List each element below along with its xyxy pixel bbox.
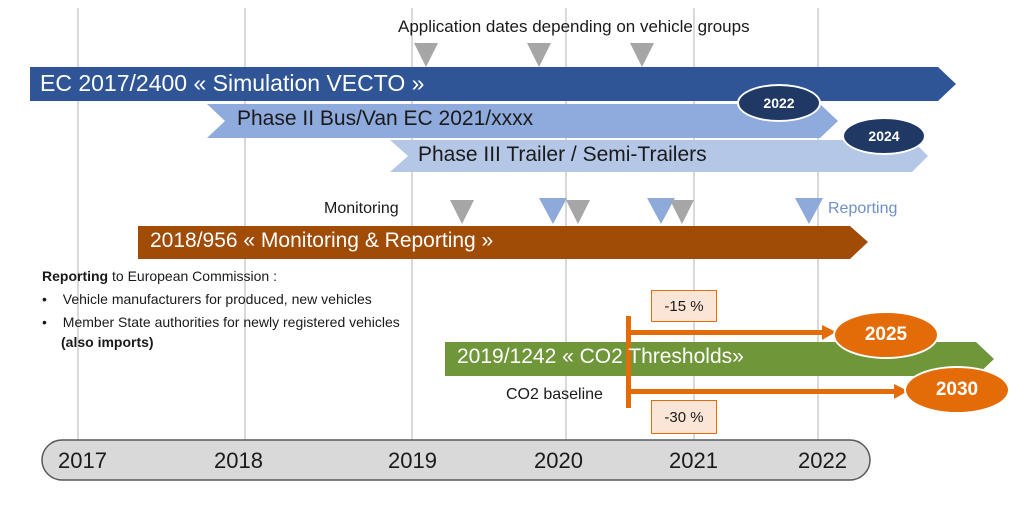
co2-regulation-label: 2019/1242 « CO2 Thresholds» [457, 345, 744, 368]
reporting-note-bold: Reporting [42, 268, 109, 284]
year-label-2022: 2022 [798, 448, 847, 473]
reporting-label: Reporting [828, 200, 898, 217]
timeline-axis [41, 439, 871, 481]
application-dates-label: Application dates depending on vehicle g… [398, 17, 750, 36]
year-label-2020: 2020 [534, 448, 583, 473]
phase2-label: Phase II Bus/Van EC 2021/xxxx [237, 107, 534, 130]
phase2-arrow [207, 104, 838, 138]
reporting-note-title: Reporting to European Commission : [42, 268, 277, 284]
target-2030-arrow-head [894, 384, 908, 399]
application-date-marker [414, 43, 438, 67]
monitoring-marker [566, 200, 590, 224]
vecto-arrow [30, 67, 956, 101]
bullet-text: Vehicle manufacturers for produced, new … [62, 291, 372, 307]
target-2025-badge: 2025 [833, 311, 939, 359]
reporting-marker [795, 198, 823, 224]
phase3-label: Phase III Trailer / Semi-Trailers [418, 143, 707, 166]
target-2030-arrow-line [626, 389, 896, 394]
bullet-dot: • [42, 291, 47, 307]
vecto-label: EC 2017/2400 « Simulation VECTO » [40, 70, 425, 96]
gridline-2021 [693, 8, 695, 440]
year-label-2021: 2021 [669, 448, 718, 473]
application-date-marker [630, 43, 654, 67]
phase3-year-badge: 2024 [842, 117, 926, 155]
gridline-2019 [411, 8, 413, 440]
reporting-marker [539, 198, 567, 224]
year-label-2019: 2019 [388, 448, 437, 473]
year-label-2017: 2017 [58, 448, 107, 473]
year-label-2018: 2018 [214, 448, 263, 473]
gridline-2020 [565, 8, 567, 440]
application-date-marker [527, 43, 551, 67]
reduction-30-badge: -30 % [651, 400, 717, 434]
reporting-note-rest: to European Commission : [108, 268, 277, 284]
monitoring-label: Monitoring [324, 200, 399, 217]
monitoring-arrow [138, 226, 868, 259]
gridline-2022 [817, 8, 819, 440]
reporting-note-bullet: • Member State authorities for newly reg… [42, 314, 400, 330]
bullet-text: Member State authorities for newly regis… [62, 314, 400, 330]
target-2030-badge: 2030 [904, 366, 1010, 414]
phase3-arrow [390, 140, 928, 172]
reporting-note-bullet: • Vehicle manufacturers for produced, ne… [42, 291, 372, 307]
target-2025-arrow-head [822, 325, 836, 340]
monitoring-regulation-label: 2018/956 « Monitoring & Reporting » [150, 229, 494, 252]
target-2025-arrow-line [626, 330, 824, 335]
monitoring-marker [450, 200, 474, 224]
co2-baseline-bracket [626, 316, 631, 408]
gridline-2018 [244, 8, 246, 440]
co2-baseline-label: CO2 baseline [506, 386, 603, 403]
monitoring-marker [670, 200, 694, 224]
reduction-15-badge: -15 % [651, 290, 717, 322]
also-imports-note: (also imports) [61, 334, 154, 350]
phase2-year-badge: 2022 [737, 84, 821, 122]
gridline-2017 [77, 8, 79, 440]
bullet-dot: • [42, 314, 47, 330]
